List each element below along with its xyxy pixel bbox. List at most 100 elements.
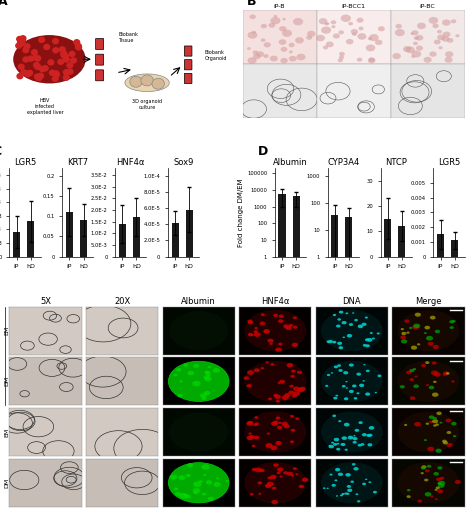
Circle shape — [455, 480, 461, 484]
Bar — [451, 240, 458, 256]
Circle shape — [76, 45, 82, 50]
Circle shape — [362, 323, 366, 326]
Circle shape — [289, 385, 294, 388]
Circle shape — [48, 60, 54, 65]
Circle shape — [179, 381, 183, 383]
Circle shape — [346, 312, 348, 314]
Title: Albumin: Albumin — [182, 297, 216, 306]
Circle shape — [439, 422, 442, 423]
Circle shape — [346, 485, 351, 488]
Circle shape — [414, 375, 418, 377]
Circle shape — [67, 69, 73, 74]
Circle shape — [447, 443, 453, 447]
Circle shape — [336, 394, 338, 397]
Circle shape — [253, 51, 258, 55]
Circle shape — [327, 341, 329, 342]
Title: NTCP: NTCP — [385, 158, 407, 168]
Bar — [13, 232, 20, 256]
Circle shape — [279, 314, 284, 318]
Circle shape — [295, 417, 299, 420]
Circle shape — [413, 384, 419, 388]
Circle shape — [445, 51, 454, 57]
Circle shape — [358, 421, 363, 424]
Circle shape — [416, 35, 423, 41]
Circle shape — [339, 55, 344, 59]
Circle shape — [255, 327, 258, 329]
Circle shape — [366, 44, 375, 51]
Circle shape — [431, 371, 438, 375]
Circle shape — [213, 368, 220, 373]
Circle shape — [247, 47, 251, 50]
Circle shape — [423, 57, 432, 63]
Circle shape — [205, 371, 210, 375]
Title: KRT7: KRT7 — [67, 158, 89, 168]
Circle shape — [356, 373, 361, 376]
Circle shape — [226, 480, 229, 482]
Circle shape — [331, 484, 336, 487]
Circle shape — [245, 412, 306, 452]
Text: 3D organoid
culture: 3D organoid culture — [132, 99, 162, 110]
Bar — [278, 193, 285, 517]
Circle shape — [341, 14, 351, 22]
Circle shape — [265, 443, 273, 448]
Circle shape — [367, 338, 373, 342]
Circle shape — [366, 370, 370, 372]
Circle shape — [307, 31, 316, 37]
Circle shape — [334, 366, 338, 368]
Circle shape — [377, 332, 380, 334]
Circle shape — [336, 325, 341, 328]
Circle shape — [257, 481, 262, 484]
Circle shape — [429, 51, 437, 57]
Circle shape — [440, 477, 444, 480]
Circle shape — [326, 22, 329, 25]
Circle shape — [174, 488, 178, 490]
Text: A: A — [0, 0, 8, 8]
Circle shape — [424, 479, 428, 481]
Circle shape — [443, 373, 447, 376]
Circle shape — [428, 342, 434, 346]
Circle shape — [357, 500, 360, 503]
Circle shape — [452, 320, 456, 323]
Circle shape — [253, 54, 261, 59]
Circle shape — [260, 322, 265, 325]
Circle shape — [321, 26, 331, 34]
Circle shape — [244, 376, 249, 380]
Circle shape — [392, 53, 401, 59]
Circle shape — [275, 441, 282, 445]
Text: HBV
infected
explanted liver: HBV infected explanted liver — [27, 98, 64, 115]
Circle shape — [265, 361, 269, 363]
Circle shape — [321, 311, 382, 351]
Circle shape — [18, 64, 24, 69]
Bar — [118, 224, 126, 256]
Circle shape — [288, 390, 294, 394]
Circle shape — [332, 341, 337, 343]
Circle shape — [291, 375, 295, 378]
Circle shape — [269, 343, 273, 345]
Circle shape — [291, 370, 296, 373]
Circle shape — [316, 35, 325, 41]
Circle shape — [443, 441, 448, 445]
Circle shape — [254, 332, 261, 337]
Circle shape — [353, 437, 357, 440]
Circle shape — [283, 424, 290, 428]
Circle shape — [418, 499, 422, 503]
Circle shape — [368, 58, 375, 63]
Circle shape — [21, 70, 27, 75]
Circle shape — [356, 18, 364, 23]
Circle shape — [451, 19, 456, 23]
Circle shape — [289, 56, 297, 62]
Circle shape — [395, 24, 402, 28]
Circle shape — [333, 397, 337, 400]
Circle shape — [411, 55, 415, 58]
Circle shape — [28, 56, 34, 61]
Text: iP-BC: iP-BC — [419, 4, 436, 9]
Bar — [243, 64, 317, 118]
Circle shape — [409, 327, 412, 329]
Circle shape — [417, 23, 426, 29]
Circle shape — [369, 426, 374, 430]
Circle shape — [338, 369, 343, 372]
Circle shape — [432, 24, 439, 28]
Circle shape — [428, 17, 438, 24]
Circle shape — [429, 415, 434, 419]
Ellipse shape — [14, 36, 85, 83]
